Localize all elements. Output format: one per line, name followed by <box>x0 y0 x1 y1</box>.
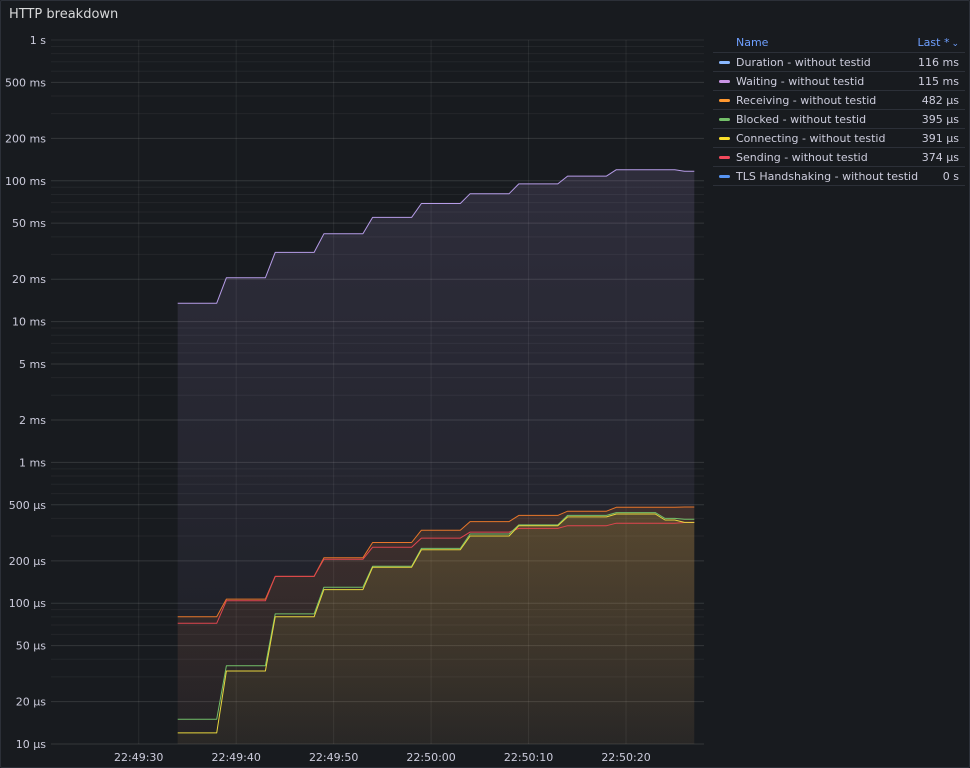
x-tick-label: 22:49:40 <box>211 751 260 764</box>
legend-swatch <box>719 60 730 64</box>
sort-desc-icon: ⌄ <box>951 39 959 49</box>
x-tick-label: 22:50:10 <box>504 751 553 764</box>
legend-item-name: Sending - without testid <box>736 150 868 164</box>
y-tick-label: 500 µs <box>9 499 46 512</box>
y-tick-label: 10 ms <box>12 316 46 329</box>
legend-item-value: 395 µs <box>921 112 959 126</box>
series-line <box>177 513 695 734</box>
legend-item-value: 374 µs <box>921 150 959 164</box>
y-tick-label: 500 ms <box>5 76 46 89</box>
y-tick-label: 200 µs <box>9 555 46 568</box>
legend-rows: Duration - without testid 116 ms Waiting -… <box>713 53 965 186</box>
legend-name-header[interactable]: Name <box>736 36 769 49</box>
legend-item-name: Waiting - without testid <box>736 74 865 88</box>
series-area <box>177 514 695 744</box>
y-tick-label: 2 ms <box>19 414 46 427</box>
legend-table: Name Last * ⌄ Duration - without testid 11… <box>713 33 965 186</box>
x-tick-label: 22:50:00 <box>406 751 455 764</box>
legend-item[interactable]: Receiving - without testid 482 µs <box>713 91 965 110</box>
legend-last-header[interactable]: Last * ⌄ <box>918 33 959 52</box>
legend-item[interactable]: Sending - without testid 374 µs <box>713 148 965 167</box>
y-tick-label: 1 ms <box>19 456 46 469</box>
y-tick-label: 100 ms <box>5 175 46 188</box>
legend-item-value: 482 µs <box>921 93 959 107</box>
x-tick-label: 22:49:30 <box>114 751 163 764</box>
legend-item-name: Blocked - without testid <box>736 112 867 126</box>
y-tick-label: 20 ms <box>12 273 46 286</box>
y-tick-label: 5 ms <box>19 358 46 371</box>
legend-item-name: Duration - without testid <box>736 55 871 69</box>
legend-item-name: Receiving - without testid <box>736 93 877 107</box>
legend-item-value: 0 s <box>942 169 959 183</box>
legend-item[interactable]: TLS Handshaking - without testid 0 s <box>713 167 965 186</box>
y-tick-label: 200 ms <box>5 132 46 145</box>
legend-item[interactable]: Connecting - without testid 391 µs <box>713 129 965 148</box>
legend-item-name: Connecting - without testid <box>736 131 886 145</box>
legend-item-value: 115 ms <box>918 74 959 88</box>
legend-swatch <box>719 117 730 121</box>
legend-swatch <box>719 79 730 83</box>
y-tick-label: 1 s <box>30 34 46 47</box>
y-tick-label: 50 µs <box>16 640 46 653</box>
legend-item[interactable]: Waiting - without testid 115 ms <box>713 72 965 91</box>
legend-item[interactable]: Blocked - without testid 395 µs <box>713 110 965 129</box>
series-line <box>177 169 695 304</box>
legend-header: Name Last * ⌄ <box>713 33 965 53</box>
legend-swatch <box>719 98 730 102</box>
panel-title[interactable]: HTTP breakdown <box>9 7 119 22</box>
series-line <box>177 512 695 720</box>
y-tick-label: 50 ms <box>12 217 46 230</box>
y-tick-label: 10 µs <box>16 738 46 751</box>
legend-item[interactable]: Duration - without testid 116 ms <box>713 53 965 72</box>
legend-last-label: Last * <box>917 36 950 49</box>
y-tick-label: 100 µs <box>9 597 46 610</box>
legend-item-value: 391 µs <box>921 131 959 145</box>
legend-swatch <box>719 174 730 178</box>
x-tick-label: 22:50:20 <box>601 751 650 764</box>
x-tick-label: 22:49:50 <box>309 751 358 764</box>
series-line <box>177 522 695 624</box>
legend-item-name: TLS Handshaking - without testid <box>736 169 919 183</box>
legend-swatch <box>719 155 730 159</box>
legend-item-value: 116 ms <box>918 55 959 69</box>
legend-swatch <box>719 136 730 140</box>
y-tick-label: 20 µs <box>16 696 46 709</box>
